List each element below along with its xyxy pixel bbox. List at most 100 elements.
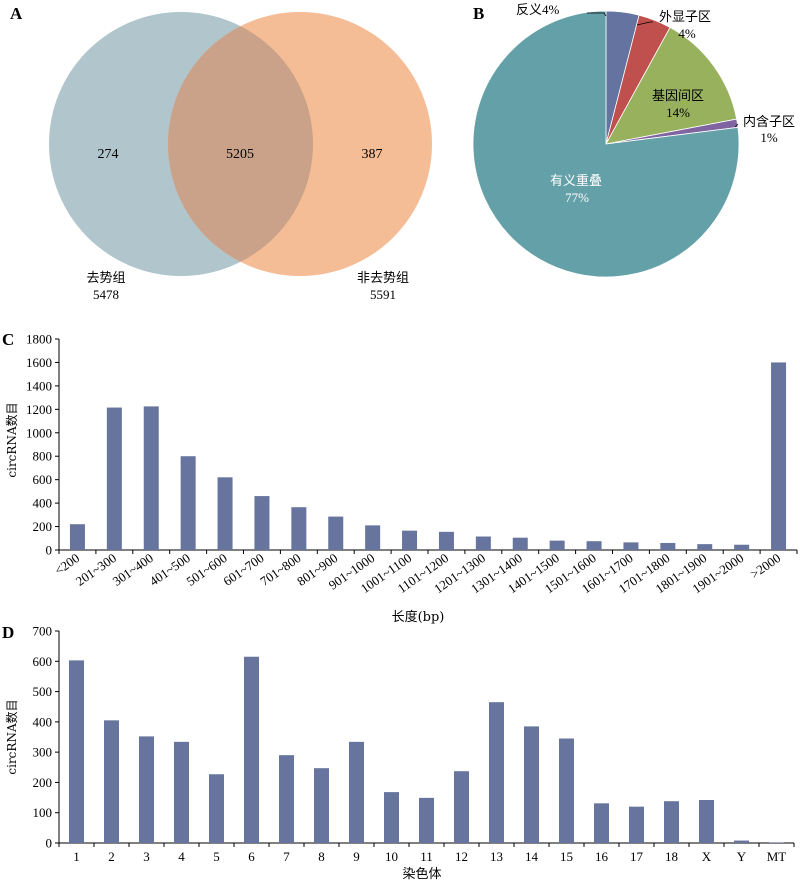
leader-line-exon bbox=[636, 21, 653, 26]
bar-201~300 bbox=[106, 407, 122, 550]
x-tick-label: 701~800 bbox=[257, 550, 303, 589]
x-tick-label: 301~400 bbox=[110, 550, 156, 589]
y-tick-label: 1000 bbox=[26, 425, 52, 440]
y-tick-label: 400 bbox=[33, 714, 53, 729]
y-tick-label: 400 bbox=[33, 496, 53, 511]
y-tick-label: 300 bbox=[33, 745, 53, 760]
pie-label-antisense: 反义4% bbox=[516, 2, 560, 18]
bar-17 bbox=[629, 806, 644, 843]
x-axis-title-c: 长度(bp) bbox=[392, 609, 445, 625]
bar-401~500 bbox=[180, 456, 196, 550]
bar-8 bbox=[314, 768, 329, 843]
pie-pct-intergenic: 14% bbox=[666, 105, 690, 120]
pie-pct-sense: 77% bbox=[565, 190, 589, 205]
bar-1901~2000 bbox=[734, 544, 750, 550]
pie-slices bbox=[472, 10, 740, 278]
x-tick-label: 6 bbox=[248, 849, 255, 864]
x-tick-label: 601~700 bbox=[220, 550, 266, 589]
venn-left-only: 274 bbox=[98, 147, 119, 162]
y-tick-label: 1800 bbox=[26, 332, 52, 347]
y-tick-label: 800 bbox=[33, 449, 53, 464]
venn-right-total: 5591 bbox=[370, 287, 396, 302]
bar-14 bbox=[524, 726, 539, 843]
x-tick-label: 14 bbox=[525, 849, 539, 864]
bar-12 bbox=[454, 771, 469, 843]
venn-panel: A 274 5205 387 去势组 5478 非去势组 5591 bbox=[10, 4, 432, 302]
bar-1501~1600 bbox=[586, 541, 602, 550]
y-axis-title-d: circRNA数目 bbox=[4, 699, 19, 774]
bar-6 bbox=[244, 656, 259, 843]
bar-13 bbox=[489, 702, 504, 843]
x-tick-label: MT bbox=[767, 849, 787, 864]
bar-10 bbox=[384, 792, 399, 843]
y-tick-label: 500 bbox=[33, 684, 53, 699]
pie-pct-exon: 4% bbox=[678, 26, 696, 41]
pie-name-exon: 外显子区 bbox=[659, 10, 711, 25]
bar-11 bbox=[419, 797, 434, 843]
y-tick-label: 200 bbox=[33, 775, 53, 790]
y-tick-label: 1400 bbox=[26, 378, 52, 393]
bar-1601~1700 bbox=[623, 542, 639, 550]
venn-overlap bbox=[168, 12, 313, 276]
bar-1701~1800 bbox=[660, 542, 676, 550]
x-tick-label: 12 bbox=[455, 849, 468, 864]
y-tick-label: 0 bbox=[46, 543, 53, 558]
pie-name-intergenic: 基因间区 bbox=[652, 89, 704, 104]
pie-slice-3 bbox=[605, 26, 738, 145]
bar-901~1000 bbox=[365, 525, 381, 550]
x-tick-label: 2 bbox=[108, 849, 115, 864]
bar-2 bbox=[104, 720, 119, 843]
x-axis-title-d: 染色体 bbox=[402, 866, 441, 882]
panel-label-a: A bbox=[10, 4, 23, 23]
y-axis-title-c: circRNA数目 bbox=[4, 402, 19, 477]
x-tick-label: 8 bbox=[318, 849, 325, 864]
bar->2000 bbox=[771, 362, 787, 550]
x-tick-label: 201~300 bbox=[73, 550, 119, 589]
bar-9 bbox=[349, 741, 364, 843]
length-plot-area: 020040060080010001200140016001800<200201… bbox=[26, 332, 798, 596]
panel-label-b: B bbox=[473, 4, 484, 23]
x-tick-label: 5 bbox=[213, 849, 220, 864]
bar-15 bbox=[559, 738, 574, 843]
bar-4 bbox=[174, 741, 189, 843]
x-tick-label: 16 bbox=[595, 849, 609, 864]
pie-name-antisense: 反义 bbox=[516, 3, 542, 18]
x-tick-label: 13 bbox=[490, 849, 503, 864]
x-tick-label: 18 bbox=[665, 849, 678, 864]
pie-slice-5 bbox=[472, 10, 740, 278]
y-tick-label: 600 bbox=[33, 472, 53, 487]
bar-801~900 bbox=[328, 516, 344, 550]
pie-panel: B 反义4% 外显子区 4% 基因间区 14% 内含子区 1% 有义重叠 77% bbox=[472, 2, 795, 278]
bar-16 bbox=[594, 803, 609, 843]
panel-label-c: C bbox=[2, 330, 14, 349]
x-tick-label: 17 bbox=[630, 849, 644, 864]
pie-pct-intron: 1% bbox=[760, 130, 778, 145]
venn-overlap-count: 5205 bbox=[226, 147, 254, 162]
bar-3 bbox=[139, 736, 154, 843]
bar-<200 bbox=[69, 524, 85, 550]
x-tick-label: >2000 bbox=[747, 550, 783, 581]
bar-1401~1500 bbox=[549, 540, 565, 550]
venn-right-name: 非去势组 bbox=[357, 270, 409, 286]
venn-right-only: 387 bbox=[362, 147, 383, 162]
bar-1801~1900 bbox=[697, 544, 713, 550]
x-tick-label: 7 bbox=[283, 849, 290, 864]
y-tick-label: 600 bbox=[33, 654, 53, 669]
bar-1 bbox=[69, 660, 84, 843]
x-tick-label: 11 bbox=[420, 849, 433, 864]
bar-1301~1400 bbox=[512, 537, 528, 550]
leader-line-antisense bbox=[587, 12, 607, 17]
x-tick-label: X bbox=[702, 849, 712, 864]
bar-1101~1200 bbox=[438, 531, 454, 550]
y-tick-label: 200 bbox=[33, 519, 53, 534]
y-tick-label: 700 bbox=[33, 624, 53, 639]
leader-line-intron bbox=[734, 123, 739, 128]
x-tick-label: 1 bbox=[73, 849, 80, 864]
venn-left-total: 5478 bbox=[93, 287, 119, 302]
x-tick-label: 9 bbox=[353, 849, 360, 864]
bar-501~600 bbox=[217, 477, 233, 550]
bar-1201~1300 bbox=[475, 536, 491, 550]
